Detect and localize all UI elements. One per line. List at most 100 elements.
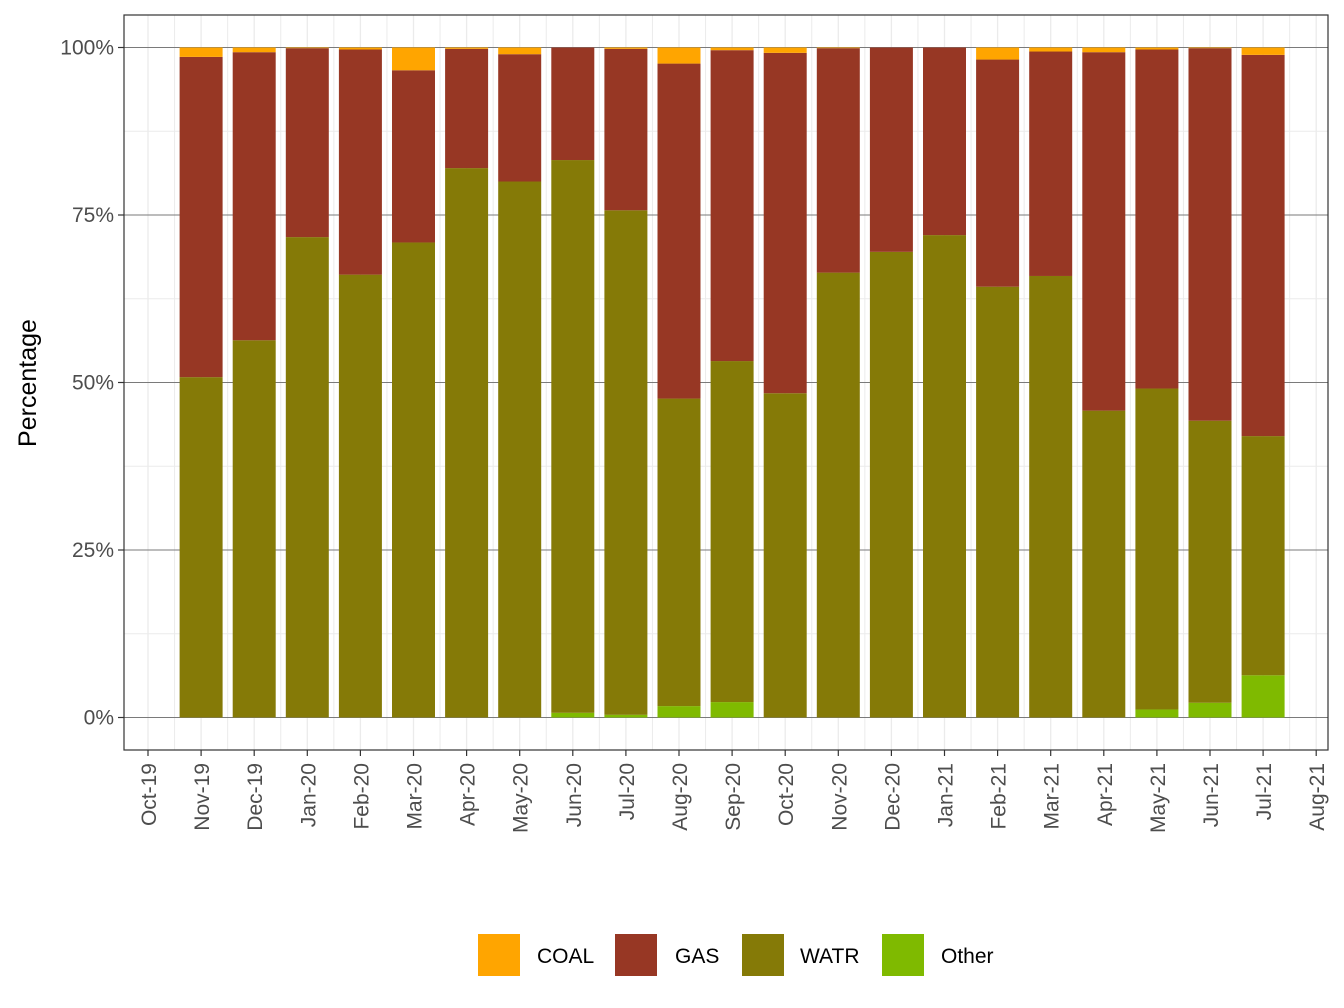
y-tick-label: 25% xyxy=(72,539,114,562)
bar-other-jul-21 xyxy=(1241,675,1285,718)
bar-gas-nov-19 xyxy=(179,56,223,378)
x-tick-label: Aug-21 xyxy=(1306,763,1329,831)
y-tick-label: 0% xyxy=(84,707,114,730)
bar-gas-dec-20 xyxy=(869,47,913,252)
bar-coal-nov-19 xyxy=(179,47,223,57)
bar-coal-jul-20 xyxy=(604,47,648,49)
y-tick-label: 100% xyxy=(60,37,114,60)
x-tick-label: Jun-20 xyxy=(563,763,586,827)
bar-coal-may-21 xyxy=(1135,47,1179,50)
bar-gas-may-21 xyxy=(1135,49,1179,389)
bar-coal-jul-21 xyxy=(1241,47,1285,55)
legend-key-gas xyxy=(615,934,657,976)
x-tick-label: Dec-20 xyxy=(881,763,904,831)
x-tick-label: Oct-19 xyxy=(138,763,161,826)
bar-watr-jan-20 xyxy=(285,237,329,718)
bar-gas-mar-21 xyxy=(1029,51,1073,276)
bar-coal-feb-20 xyxy=(338,47,382,50)
bar-gas-jan-21 xyxy=(923,47,966,236)
x-tick-label: Jun-21 xyxy=(1200,763,1223,827)
x-tick-label: Jan-21 xyxy=(935,763,958,827)
bar-gas-jun-20 xyxy=(551,47,595,161)
bar-watr-jan-21 xyxy=(923,235,966,718)
bar-watr-may-20 xyxy=(498,181,542,718)
x-tick-label: May-21 xyxy=(1147,763,1170,833)
legend-key-watr xyxy=(742,934,784,976)
bar-watr-feb-21 xyxy=(976,286,1020,718)
x-tick-label: Oct-20 xyxy=(775,763,798,826)
bar-watr-oct-20 xyxy=(763,393,807,718)
bar-watr-nov-20 xyxy=(816,272,860,718)
x-tick-label: Jul-20 xyxy=(616,763,639,820)
bar-coal-may-20 xyxy=(498,47,542,55)
bar-coal-feb-21 xyxy=(976,47,1020,60)
bar-watr-dec-20 xyxy=(869,251,913,718)
legend-label-coal: COAL xyxy=(537,945,594,968)
legend-key-other xyxy=(882,934,924,976)
bar-gas-mar-20 xyxy=(392,70,435,243)
bar-coal-nov-20 xyxy=(816,47,860,49)
bar-coal-jan-20 xyxy=(285,47,329,49)
bar-watr-apr-20 xyxy=(445,168,489,718)
bar-coal-mar-20 xyxy=(392,47,435,71)
bar-coal-aug-20 xyxy=(657,47,701,64)
x-axis: Oct-19 Nov-19 Dec-19 Jan-20 Feb-20 Mar-20 Apr-… xyxy=(138,750,1329,833)
bar-gas-sep-20 xyxy=(710,50,754,362)
bar-coal-oct-20 xyxy=(763,47,807,53)
bar-gas-aug-20 xyxy=(657,63,701,399)
x-tick-label: Jan-20 xyxy=(297,763,320,827)
bar-gas-nov-20 xyxy=(816,48,860,273)
legend-label-watr: WATR xyxy=(800,945,859,968)
bars xyxy=(179,47,1285,718)
bar-watr-apr-21 xyxy=(1082,410,1126,718)
bar-watr-nov-19 xyxy=(179,377,223,718)
x-tick-label: Aug-20 xyxy=(669,763,692,831)
bar-coal-apr-21 xyxy=(1082,47,1126,53)
x-tick-label: Feb-21 xyxy=(988,763,1011,830)
y-tick-label: 50% xyxy=(72,372,114,395)
x-tick-label: May-20 xyxy=(510,763,533,833)
bar-coal-apr-20 xyxy=(445,47,489,49)
x-tick-label: Feb-20 xyxy=(350,763,373,830)
bar-watr-jun-21 xyxy=(1188,420,1232,703)
bar-gas-jun-21 xyxy=(1188,48,1232,421)
bar-other-jun-20 xyxy=(551,712,595,718)
bar-other-aug-20 xyxy=(657,706,701,718)
bar-watr-jun-20 xyxy=(551,160,595,713)
bar-watr-sep-20 xyxy=(710,361,754,703)
bar-gas-apr-20 xyxy=(445,48,489,169)
bar-watr-dec-19 xyxy=(232,340,276,718)
bar-watr-mar-21 xyxy=(1029,275,1073,718)
bar-coal-mar-21 xyxy=(1029,47,1073,52)
legend-label-gas: GAS xyxy=(675,945,719,968)
bar-gas-jul-21 xyxy=(1241,54,1285,437)
legend-key-coal xyxy=(478,934,520,976)
x-tick-label: Dec-19 xyxy=(244,763,267,831)
bar-gas-jan-20 xyxy=(285,48,329,238)
bar-watr-may-21 xyxy=(1135,388,1179,710)
bar-gas-jul-20 xyxy=(604,48,648,211)
bar-other-sep-20 xyxy=(710,702,754,718)
bar-coal-dec-19 xyxy=(232,47,276,53)
y-axis-title: Percentage xyxy=(14,319,42,447)
x-tick-label: Jul-21 xyxy=(1253,763,1276,820)
bar-gas-feb-21 xyxy=(976,59,1020,287)
x-tick-label: Mar-21 xyxy=(1041,763,1064,830)
x-tick-label: Sep-20 xyxy=(722,763,745,831)
bar-gas-feb-20 xyxy=(338,49,382,275)
bar-gas-oct-20 xyxy=(763,52,807,394)
x-tick-label: Apr-21 xyxy=(1094,763,1117,826)
bar-gas-apr-21 xyxy=(1082,52,1126,411)
bar-watr-feb-20 xyxy=(338,274,382,718)
x-tick-label: Mar-20 xyxy=(404,763,427,830)
bar-watr-jul-21 xyxy=(1241,436,1285,676)
bar-other-jul-20 xyxy=(604,714,648,718)
bar-other-may-21 xyxy=(1135,709,1179,718)
x-tick-label: Apr-20 xyxy=(457,763,480,826)
bar-coal-jun-21 xyxy=(1188,47,1232,49)
bar-other-jun-21 xyxy=(1188,702,1232,718)
legend: COAL GAS WATR Other xyxy=(478,934,994,976)
bar-gas-may-20 xyxy=(498,54,542,182)
x-tick-label: Nov-19 xyxy=(191,763,214,831)
